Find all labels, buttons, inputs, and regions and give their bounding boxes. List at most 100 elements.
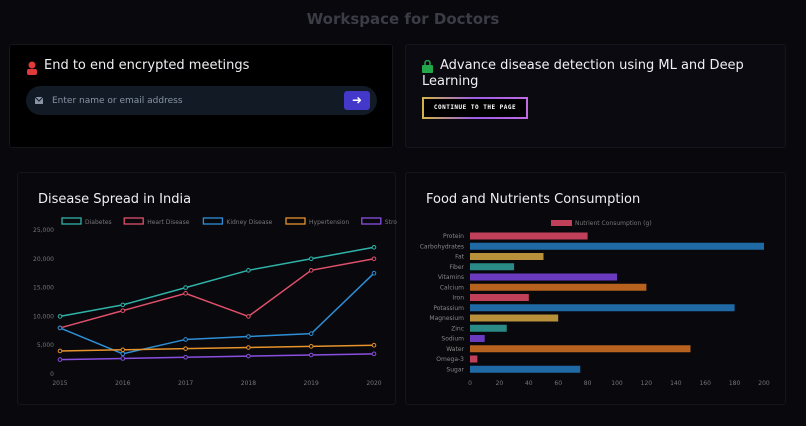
y-tick-label: 15,000	[33, 285, 54, 292]
data-point	[57, 314, 63, 319]
y-tick-label: 25,000	[33, 227, 54, 234]
category-label: Water	[446, 346, 464, 353]
y-tick-label: 10,000	[33, 313, 54, 320]
category-label: Omega-3	[436, 356, 464, 363]
data-point	[120, 302, 126, 308]
data-point	[246, 314, 251, 319]
data-point	[371, 270, 377, 276]
category-label: Fiber	[449, 264, 464, 271]
y-tick-label: 0	[50, 371, 54, 378]
bar-zinc	[470, 324, 507, 332]
bar-water	[470, 345, 691, 353]
legend-label: Kidney Disease	[226, 219, 272, 226]
category-label: Iron	[452, 295, 464, 302]
continue-button[interactable]: CONTINUE TO THE PAGE	[422, 97, 528, 119]
category-label: Potassium	[433, 305, 464, 312]
x-tick-label: 0	[468, 380, 472, 387]
x-tick-label: 60	[554, 380, 562, 387]
x-tick-label: 160	[699, 380, 711, 387]
x-tick-label: 20	[496, 380, 504, 387]
legend-swatch	[202, 217, 224, 225]
category-label: Fat	[455, 254, 465, 261]
name-email-input[interactable]	[52, 92, 332, 109]
data-point	[183, 354, 188, 360]
name-email-field[interactable]: ➜	[26, 86, 377, 115]
category-label: Carbohydrates	[420, 243, 464, 250]
series-line-heart-disease	[59, 258, 375, 329]
nutrients-chart: Food and Nutrients Consumption Nutrient …	[420, 192, 770, 387]
bar-magnesium	[470, 314, 559, 322]
data-point	[183, 285, 188, 290]
bar-fiber	[470, 263, 515, 271]
legend-swatch	[123, 217, 144, 225]
data-point	[371, 256, 377, 262]
bar-sugar	[470, 365, 581, 373]
y-tick-label: 5,000	[37, 342, 54, 349]
lock-icon	[422, 60, 433, 73]
bar-potassium	[470, 304, 735, 312]
series-line-stroke	[59, 353, 375, 361]
bar-carbohydrates	[470, 242, 764, 250]
x-tick-label: 2016	[115, 380, 130, 387]
legend-swatch	[285, 217, 306, 225]
legend-label: Diabetes	[85, 219, 112, 226]
page-title: Workspace for Doctors	[306, 10, 500, 28]
bar-calcium	[470, 283, 647, 291]
data-point	[57, 348, 63, 354]
bar-fat	[470, 253, 544, 260]
x-tick-label: 2020	[366, 380, 381, 387]
x-tick-label: 2018	[241, 380, 256, 387]
x-tick-label: 200	[758, 380, 770, 387]
data-point	[120, 308, 126, 313]
x-tick-label: 40	[525, 380, 533, 387]
legend-swatch	[361, 217, 382, 225]
data-point	[246, 268, 251, 273]
x-tick-label: 2017	[178, 380, 193, 387]
category-label: Zinc	[451, 325, 464, 332]
data-point	[246, 334, 251, 339]
data-point	[308, 331, 314, 336]
category-label: Magnesium	[429, 315, 464, 322]
bar-iron	[470, 294, 529, 301]
chart-title: Food and Nutrients Consumption	[426, 192, 640, 207]
envelope-icon	[35, 97, 43, 104]
user-icon	[27, 61, 37, 75]
x-tick-label: 100	[611, 380, 623, 387]
x-tick-label: 180	[729, 380, 741, 387]
data-point	[120, 351, 126, 357]
series-line-diabetes	[59, 246, 375, 318]
disease-spread-card: Disease Spread in India 0 5,000 10,000 15,0…	[17, 172, 404, 405]
bar-vitamins	[470, 273, 617, 281]
category-label: Calcium	[440, 284, 464, 291]
data-point	[183, 346, 188, 351]
x-tick-label: 2015	[52, 380, 67, 387]
submit-button[interactable]: ➜	[344, 91, 370, 110]
legend-label: Nutrient Consumption (g)	[575, 220, 652, 227]
bar-protein	[470, 232, 588, 240]
disease-detection-card: Advance disease detection using ML and D…	[405, 44, 786, 148]
data-point	[246, 345, 251, 350]
x-tick-label: 120	[641, 380, 653, 387]
data-point	[120, 347, 126, 353]
data-point	[308, 344, 314, 349]
arrow-right-icon: ➜	[351, 93, 363, 107]
legend-swatch	[551, 220, 572, 226]
nutrients-card: Food and Nutrients Consumption Nutrient …	[405, 172, 786, 405]
encrypted-meetings-card: End to end encrypted meetings ➜	[9, 44, 393, 148]
detection-title: Advance disease detection using ML and D…	[422, 58, 744, 89]
data-point	[246, 353, 251, 359]
bar-omega-3	[470, 355, 478, 363]
legend-label: Stroke	[385, 219, 397, 226]
bar-sodium	[470, 335, 485, 342]
legend-swatch	[61, 217, 82, 225]
data-point	[308, 268, 314, 273]
data-point	[57, 325, 63, 331]
data-point	[371, 342, 377, 348]
data-point	[120, 356, 126, 361]
data-point	[371, 244, 377, 250]
data-point	[371, 351, 377, 357]
x-tick-label: 2019	[304, 380, 319, 387]
series-line-kidney-disease	[59, 272, 375, 355]
legend-label: Hypertension	[309, 219, 349, 226]
data-point	[183, 337, 188, 342]
